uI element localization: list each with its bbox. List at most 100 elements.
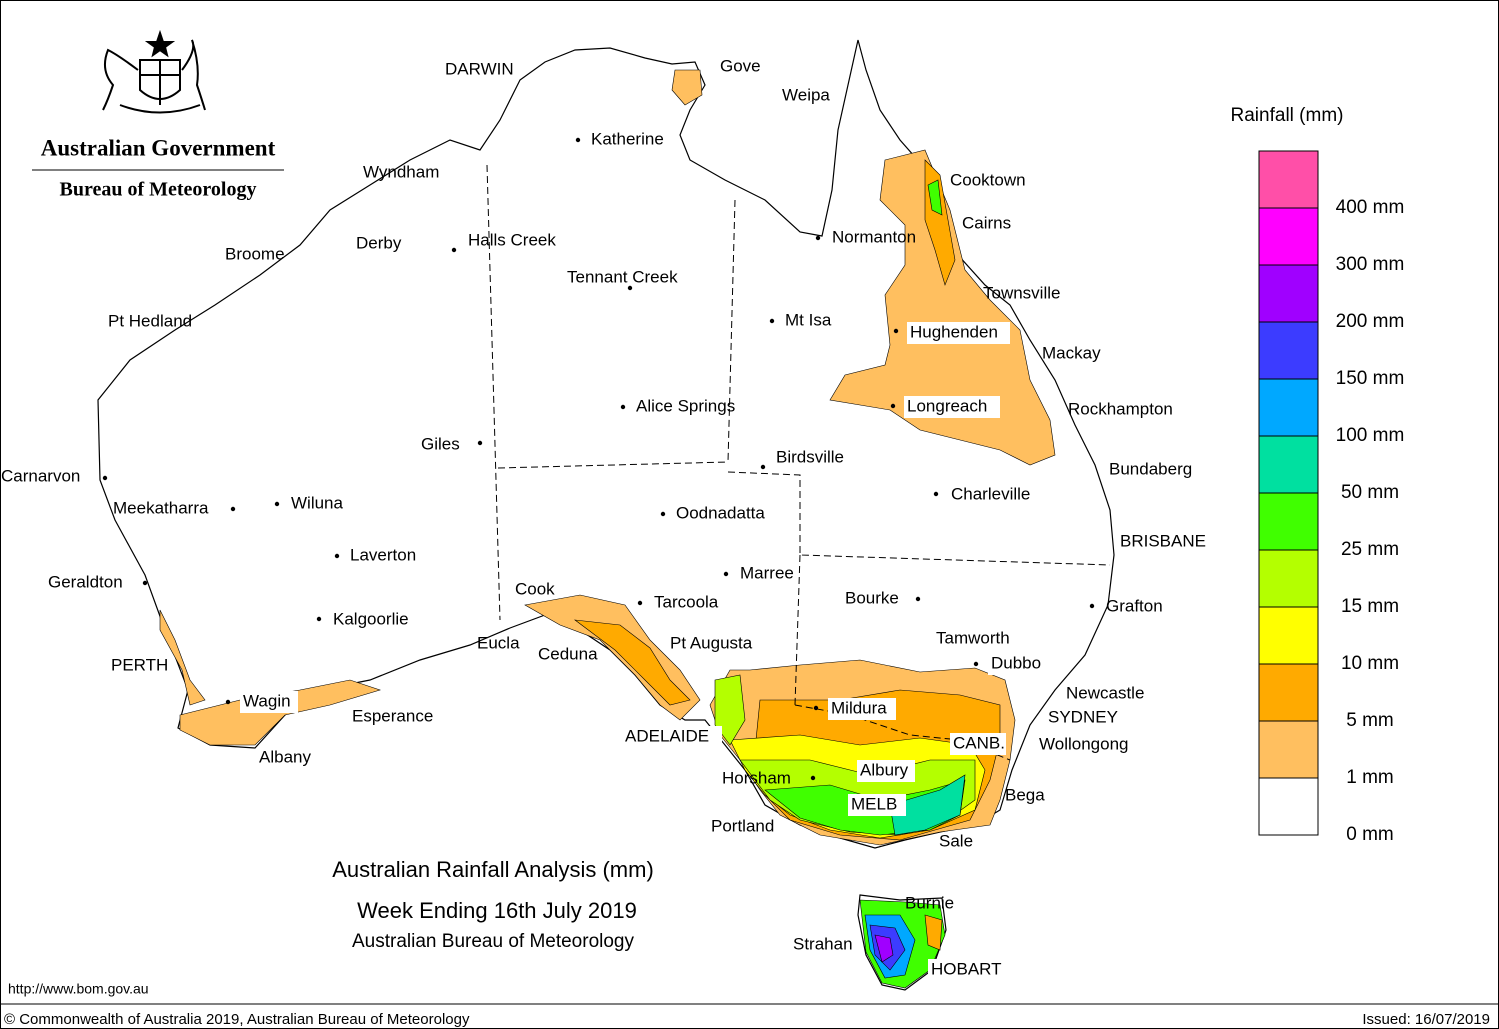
legend-swatch — [1258, 777, 1319, 836]
legend-swatch — [1258, 663, 1319, 722]
label-backgrounds — [240, 322, 1046, 981]
place-label: Albany — [259, 747, 311, 766]
map-source: Australian Bureau of Meteorology — [352, 931, 634, 952]
legend-label: 25 mm — [1341, 539, 1399, 560]
place-label: Giles — [421, 434, 460, 453]
place-label: SYDNEY — [1048, 707, 1118, 726]
place-label: Hughenden — [910, 322, 998, 341]
map-subtitle: Week Ending 16th July 2019 — [357, 898, 637, 923]
legend-label: 50 mm — [1341, 482, 1399, 503]
place-label: Newcastle — [1066, 683, 1144, 702]
place-label: Cooktown — [950, 170, 1026, 189]
place-dots — [102, 137, 1095, 781]
place-label: HOBART — [931, 959, 1002, 978]
legend-swatch — [1258, 720, 1319, 779]
legend-label: 400 mm — [1336, 197, 1405, 218]
place-label: Carnarvon — [1, 466, 80, 485]
place-label: Marree — [740, 563, 794, 582]
place-label: Birdsville — [776, 447, 844, 466]
place-label: Wiluna — [291, 493, 344, 512]
place-label: Dubbo — [991, 653, 1041, 672]
place-labels: DARWIN Gove Weipa Katherine Wyndham Cook… — [1, 56, 1206, 978]
place-label: Ceduna — [538, 644, 598, 663]
place-label: Mackay — [1042, 343, 1101, 362]
legend-swatch — [1258, 321, 1319, 380]
bureau-name: Bureau of Meteorology — [59, 179, 256, 201]
place-label: Bundaberg — [1109, 459, 1192, 478]
place-label: Broome — [225, 244, 285, 263]
legend-label: 200 mm — [1336, 311, 1405, 332]
place-label: Alice Springs — [636, 396, 735, 415]
footer-issued: Issued: 16/07/2019 — [1362, 1011, 1490, 1028]
place-label: Katherine — [591, 129, 664, 148]
place-label: Oodnadatta — [676, 503, 765, 522]
coat-of-arms — [102, 29, 206, 114]
place-label: Geraldton — [48, 572, 123, 591]
place-label: Mt Isa — [785, 310, 832, 329]
place-label: Burnie — [905, 893, 954, 912]
place-label: Esperance — [352, 706, 433, 725]
place-label: Bourke — [845, 588, 899, 607]
place-label: BRISBANE — [1120, 531, 1206, 550]
place-label: Weipa — [782, 85, 830, 104]
place-label: Charleville — [951, 484, 1030, 503]
place-label: Eucla — [477, 633, 520, 652]
rainfall-shading — [159, 69, 1056, 989]
place-label: Portland — [711, 816, 774, 835]
place-label: Cairns — [962, 213, 1011, 232]
place-label: Cook — [515, 579, 555, 598]
place-label: Wyndham — [363, 162, 439, 181]
legend-swatch — [1258, 150, 1319, 209]
legend: 400 mm 300 mm 200 mm 150 mm 100 mm 50 mm 25 mm… — [1258, 150, 1405, 845]
place-label: Laverton — [350, 545, 416, 564]
legend-swatch — [1258, 435, 1319, 494]
place-label: Bega — [1005, 785, 1045, 804]
place-label: Pt Hedland — [108, 311, 192, 330]
legend-swatch — [1258, 378, 1319, 437]
footer-copyright: © Commonwealth of Australia 2019, Austra… — [4, 1011, 470, 1028]
place-label: Kalgoorlie — [333, 609, 409, 628]
legend-label: 300 mm — [1336, 254, 1405, 275]
place-label: Horsham — [722, 768, 791, 787]
place-label: Derby — [356, 233, 402, 252]
legend-label: 10 mm — [1341, 653, 1399, 674]
map-title: Australian Rainfall Analysis (mm) — [332, 857, 654, 882]
place-label: Pt Augusta — [670, 633, 753, 652]
place-label: Mildura — [831, 698, 887, 717]
place-label: Normanton — [832, 227, 916, 246]
legend-label: 150 mm — [1336, 368, 1405, 389]
legend-label: 1 mm — [1346, 767, 1394, 788]
legend-label: 5 mm — [1346, 710, 1394, 731]
place-label: Wollongong — [1039, 734, 1128, 753]
legend-label: 100 mm — [1336, 425, 1405, 446]
legend-swatch — [1258, 549, 1319, 608]
place-label: Meekatharra — [113, 498, 209, 517]
place-label: Townsville — [983, 283, 1060, 302]
place-label: DARWIN — [445, 59, 514, 78]
place-label: Wagin — [243, 691, 291, 710]
place-label: Tamworth — [936, 628, 1010, 647]
legend-swatch — [1258, 606, 1319, 665]
legend-swatch — [1258, 492, 1319, 551]
place-label: Tarcoola — [654, 592, 719, 611]
place-label: Longreach — [907, 396, 987, 415]
place-label: Gove — [720, 56, 761, 75]
place-label: Tennant Creek — [567, 267, 678, 286]
legend-title: Rainfall (mm) — [1231, 105, 1344, 126]
place-label: Albury — [860, 760, 909, 779]
place-label: Rockhampton — [1068, 399, 1173, 418]
legend-label: 15 mm — [1341, 596, 1399, 617]
place-label: ADELAIDE — [625, 726, 709, 745]
place-label: PERTH — [111, 655, 168, 674]
place-label: Sale — [939, 831, 973, 850]
agency-name: Australian Government — [41, 135, 276, 160]
legend-label: 0 mm — [1346, 824, 1394, 845]
legend-swatch — [1258, 264, 1319, 323]
place-label: Grafton — [1106, 596, 1163, 615]
legend-swatch — [1258, 207, 1319, 266]
footer-url: http://www.bom.gov.au — [8, 981, 149, 997]
place-label: MELB — [851, 794, 897, 813]
place-label: Strahan — [793, 934, 853, 953]
place-label: CANB. — [953, 733, 1005, 752]
